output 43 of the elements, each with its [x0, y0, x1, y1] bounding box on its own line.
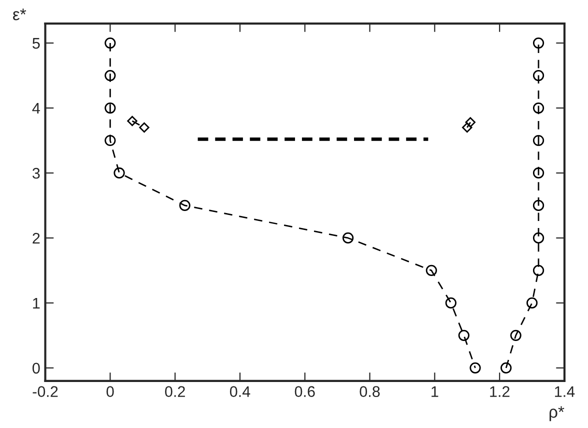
point [104, 37, 116, 49]
point [532, 134, 544, 146]
point [179, 200, 190, 212]
x-tick-label: 0.4 [230, 386, 250, 398]
point [462, 122, 472, 133]
point [532, 70, 544, 82]
x-tick-label: 0.8 [360, 386, 380, 398]
point [465, 117, 476, 128]
point [510, 330, 522, 341]
x-tick-label: 0 [106, 386, 114, 398]
y-tick-label: 3 [32, 168, 40, 179]
y-tick-label: 0 [32, 362, 40, 374]
y-axis-title: ε* [13, 8, 26, 20]
point [470, 362, 481, 374]
point [104, 134, 116, 146]
y-tick-label: 2 [32, 232, 40, 244]
point [500, 362, 512, 374]
point [342, 232, 354, 244]
x-tick-label: 1.2 [490, 386, 510, 397]
point [127, 116, 138, 126]
point [139, 122, 150, 133]
point [426, 264, 437, 276]
point [526, 297, 538, 308]
x-tick-label: -0.2 [32, 386, 58, 398]
point [532, 264, 544, 276]
point [104, 70, 116, 82]
point [532, 102, 544, 114]
point [104, 102, 116, 114]
x-axis-title: ρ* [550, 406, 564, 422]
x-tick-label: 0.6 [294, 386, 315, 398]
y-tick-label: 5 [32, 38, 40, 49]
point [532, 167, 544, 179]
x-tick-label: 1.4 [555, 386, 575, 397]
point [114, 167, 125, 179]
point [532, 200, 544, 212]
x-tick-label: 1 [432, 386, 438, 397]
y-tick-label: 4 [32, 103, 40, 114]
point [532, 37, 544, 49]
point [532, 232, 544, 244]
x-tick-label: 0.2 [165, 386, 185, 398]
y-tick-label: 1 [33, 298, 40, 308]
point [445, 297, 456, 308]
point [458, 330, 470, 341]
